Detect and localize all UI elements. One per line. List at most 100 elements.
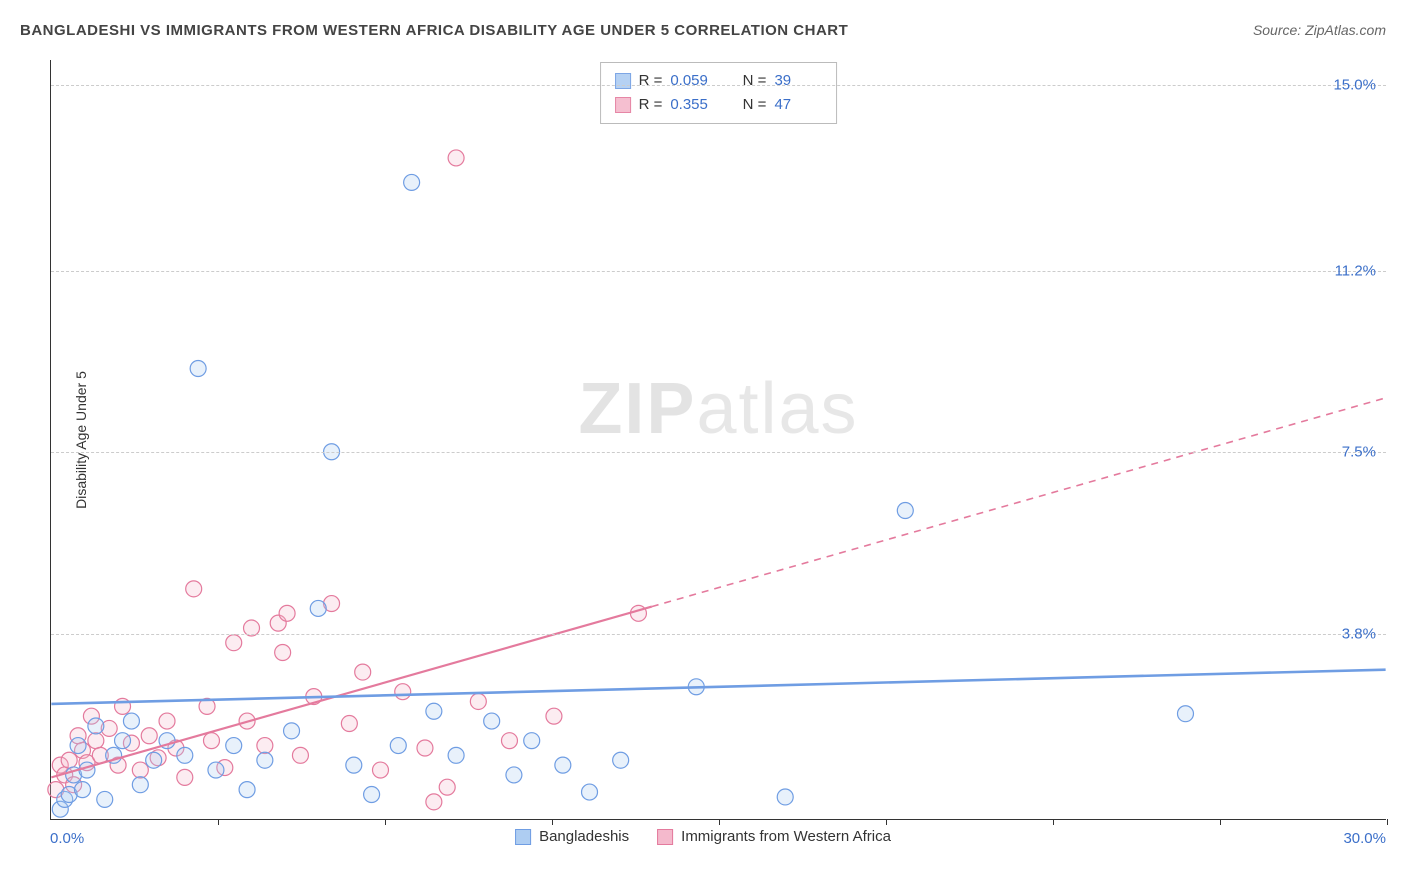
data-point bbox=[777, 789, 793, 805]
legend-series-name: Immigrants from Western Africa bbox=[681, 828, 891, 845]
data-point bbox=[88, 733, 104, 749]
legend-n-value: 47 bbox=[774, 93, 822, 117]
data-point bbox=[364, 787, 380, 803]
x-tick bbox=[886, 819, 887, 825]
data-point bbox=[226, 635, 242, 651]
x-tick bbox=[385, 819, 386, 825]
data-point bbox=[555, 757, 571, 773]
data-point bbox=[239, 782, 255, 798]
legend-item: Immigrants from Western Africa bbox=[657, 828, 891, 845]
legend-r-label: R = bbox=[639, 93, 663, 117]
data-point bbox=[141, 728, 157, 744]
legend-r-value: 0.059 bbox=[670, 69, 718, 93]
data-point bbox=[132, 777, 148, 793]
data-point bbox=[123, 713, 139, 729]
data-point bbox=[470, 693, 486, 709]
chart-title: BANGLADESHI VS IMMIGRANTS FROM WESTERN A… bbox=[20, 22, 848, 39]
legend-series-name: Bangladeshis bbox=[539, 828, 629, 845]
data-point bbox=[426, 703, 442, 719]
legend-swatch bbox=[615, 73, 631, 89]
x-tick bbox=[552, 819, 553, 825]
legend-swatch bbox=[615, 97, 631, 113]
data-point bbox=[448, 747, 464, 763]
data-point bbox=[75, 782, 91, 798]
data-point bbox=[159, 713, 175, 729]
data-point bbox=[448, 150, 464, 166]
data-point bbox=[546, 708, 562, 724]
source-attribution: Source: ZipAtlas.com bbox=[1253, 22, 1386, 38]
data-point bbox=[132, 762, 148, 778]
data-point bbox=[257, 738, 273, 754]
data-point bbox=[582, 784, 598, 800]
data-point bbox=[275, 645, 291, 661]
y-tick-label: 11.2% bbox=[1335, 262, 1376, 279]
data-point bbox=[190, 361, 206, 377]
data-point bbox=[61, 752, 77, 768]
legend-swatch bbox=[515, 829, 531, 845]
trend-line bbox=[51, 670, 1385, 704]
data-point bbox=[177, 747, 193, 763]
data-point bbox=[70, 738, 86, 754]
data-point bbox=[292, 747, 308, 763]
x-tick bbox=[218, 819, 219, 825]
data-point bbox=[390, 738, 406, 754]
legend-n-value: 39 bbox=[774, 69, 822, 93]
data-point bbox=[97, 791, 113, 807]
y-tick-label: 3.8% bbox=[1342, 625, 1376, 642]
y-tick-label: 15.0% bbox=[1333, 76, 1376, 93]
data-point bbox=[484, 713, 500, 729]
data-point bbox=[501, 733, 517, 749]
correlation-legend: R = 0.059 N = 39 R = 0.355 N = 47 bbox=[600, 62, 838, 124]
legend-item: Bangladeshis bbox=[515, 828, 629, 845]
plot-area: ZIPatlas R =0.059 N =39R =0.355 N =47 3.… bbox=[50, 60, 1386, 820]
data-point bbox=[208, 762, 224, 778]
legend-row: R = 0.059 N = 39 bbox=[615, 69, 823, 93]
x-tick bbox=[719, 819, 720, 825]
x-axis-max-label: 30.0% bbox=[1343, 830, 1386, 847]
gridline bbox=[51, 271, 1386, 272]
data-point bbox=[279, 605, 295, 621]
data-point bbox=[613, 752, 629, 768]
series-legend: Bangladeshis Immigrants from Western Afri… bbox=[515, 828, 891, 845]
data-point bbox=[524, 733, 540, 749]
gridline bbox=[51, 634, 1386, 635]
data-point bbox=[115, 733, 131, 749]
legend-r-value: 0.355 bbox=[670, 93, 718, 117]
chart-container: BANGLADESHI VS IMMIGRANTS FROM WESTERN A… bbox=[0, 0, 1406, 892]
data-point bbox=[203, 733, 219, 749]
data-point bbox=[310, 600, 326, 616]
legend-r-label: R = bbox=[639, 69, 663, 93]
data-point bbox=[355, 664, 371, 680]
data-point bbox=[146, 752, 162, 768]
data-point bbox=[1177, 706, 1193, 722]
data-point bbox=[404, 174, 420, 190]
data-point bbox=[79, 762, 95, 778]
x-tick bbox=[1220, 819, 1221, 825]
data-point bbox=[373, 762, 389, 778]
x-axis-min-label: 0.0% bbox=[50, 830, 84, 847]
data-point bbox=[506, 767, 522, 783]
data-point bbox=[426, 794, 442, 810]
data-point bbox=[346, 757, 362, 773]
data-point bbox=[417, 740, 433, 756]
plot-svg bbox=[51, 60, 1386, 819]
data-point bbox=[226, 738, 242, 754]
x-tick bbox=[1387, 819, 1388, 825]
legend-row: R = 0.355 N = 47 bbox=[615, 93, 823, 117]
legend-n-label: N = bbox=[743, 93, 767, 117]
data-point bbox=[177, 769, 193, 785]
legend-n-label: N = bbox=[743, 69, 767, 93]
y-tick-label: 7.5% bbox=[1342, 444, 1376, 461]
legend-swatch bbox=[657, 829, 673, 845]
data-point bbox=[284, 723, 300, 739]
data-point bbox=[257, 752, 273, 768]
data-point bbox=[395, 684, 411, 700]
data-point bbox=[897, 503, 913, 519]
data-point bbox=[341, 716, 357, 732]
trend-line-extrapolated bbox=[652, 398, 1386, 607]
x-tick bbox=[1053, 819, 1054, 825]
data-point bbox=[439, 779, 455, 795]
data-point bbox=[88, 718, 104, 734]
gridline bbox=[51, 452, 1386, 453]
data-point bbox=[186, 581, 202, 597]
